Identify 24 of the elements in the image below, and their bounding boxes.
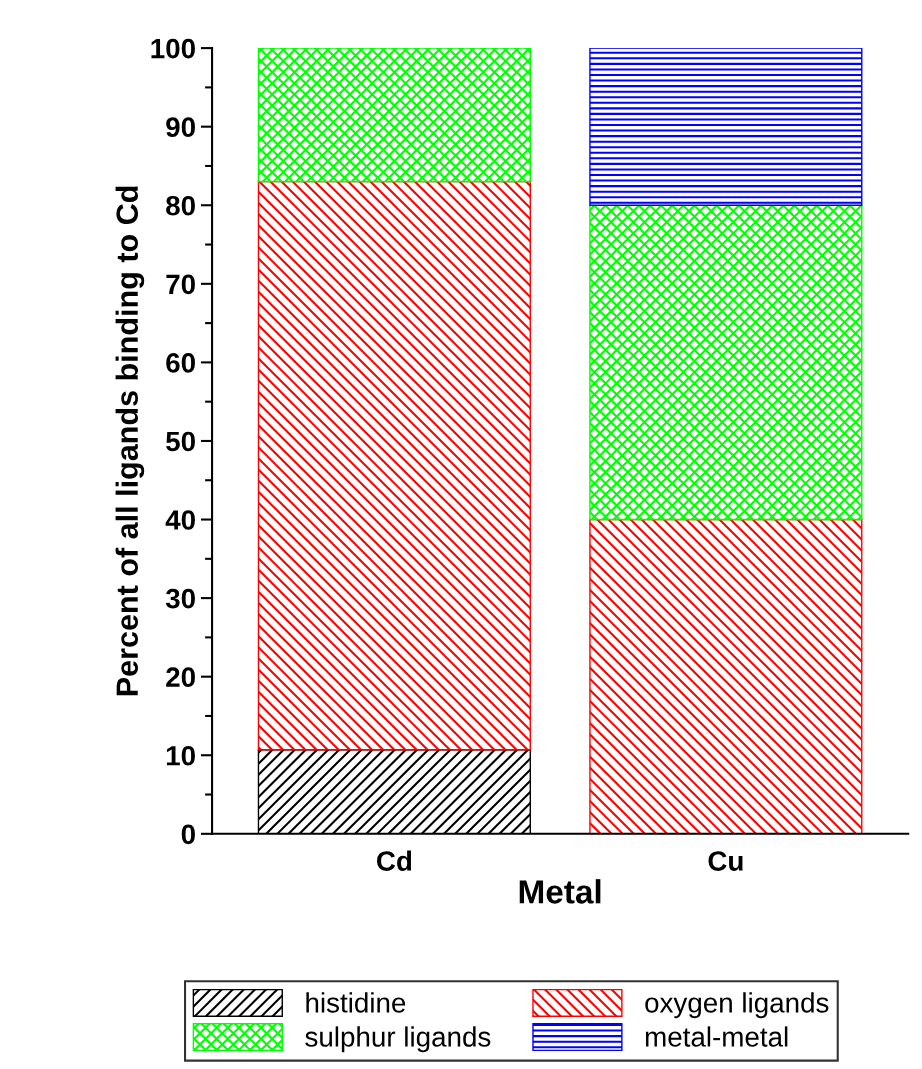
y-tick-label: 30 — [165, 588, 195, 609]
legend-label: histidine — [306, 992, 406, 1013]
bar — [589, 518, 863, 834]
y-tick-label: 90 — [166, 117, 195, 138]
bar — [257, 48, 531, 183]
y-axis-title: Percent of all ligands binding to Cd — [115, 186, 145, 696]
bar — [589, 204, 863, 521]
bar — [257, 180, 531, 751]
y-tick-label: 0 — [181, 824, 195, 845]
legend-label: sulphur ligands — [305, 1026, 491, 1053]
y-tick-label: 100 — [151, 38, 195, 59]
y-tick-label: 10 — [166, 745, 195, 766]
x-tick-label: Cu — [708, 851, 743, 871]
y-tick-label: 80 — [166, 195, 195, 216]
y-tick-label: 50 — [166, 431, 195, 452]
x-axis-title: Metal — [519, 879, 601, 904]
x-tick-label: Cd — [377, 850, 412, 871]
y-tick-label: 20 — [166, 667, 195, 688]
y-tick-label: 60 — [166, 353, 195, 373]
y-tick-label: 40 — [165, 510, 195, 530]
bar — [589, 48, 863, 206]
legend-label: metal-metal — [645, 1026, 788, 1047]
legend-label: oxygen ligands — [645, 992, 829, 1019]
y-tick-label: 70 — [166, 274, 195, 295]
